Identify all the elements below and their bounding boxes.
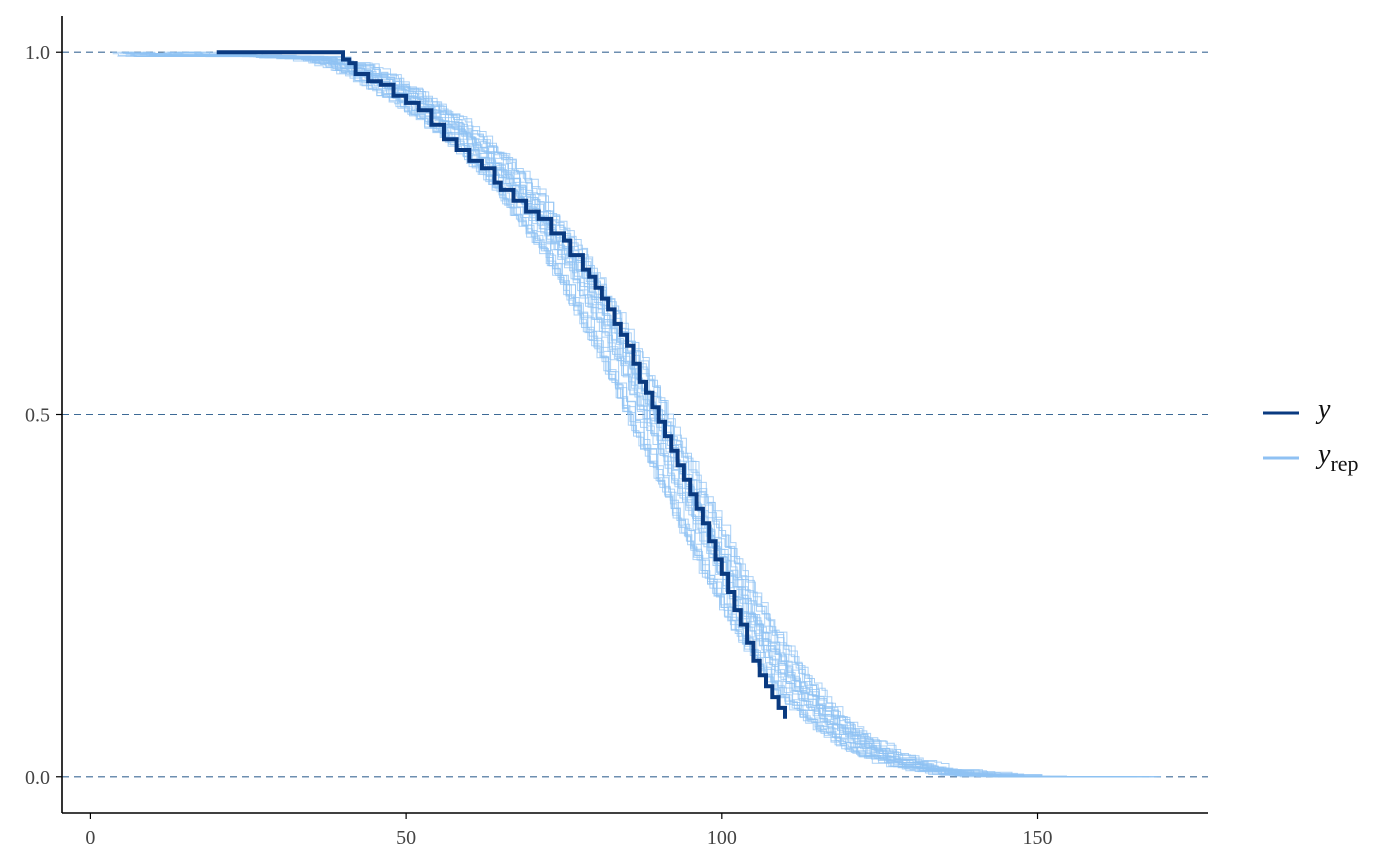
x-tick-label-3: 150: [1023, 827, 1053, 849]
yrep-curve-21: [145, 53, 1081, 778]
x-tick-label-0: 0: [85, 827, 95, 849]
yrep-curve-8: [119, 53, 1131, 778]
legend-label-y: y: [1315, 394, 1331, 425]
y-tick-label-1: 0.5: [25, 405, 50, 427]
yrep-curve-2: [117, 55, 1054, 778]
yrep-curve-20: [167, 54, 1119, 778]
yrep-curve-22: [183, 51, 1098, 778]
y-series-line: [216, 50, 787, 719]
yrep-curve-29: [125, 54, 1069, 778]
legend-subscript-yrep: rep: [1330, 451, 1358, 476]
x-tick-label-1: 50: [396, 827, 416, 849]
yrep-curve-26: [142, 51, 1156, 778]
yrep-curve-11: [168, 52, 1152, 778]
yrep-curve-12: [194, 53, 1162, 778]
yrep-curve-0: [207, 54, 1075, 778]
legend: y yrep: [1263, 394, 1359, 476]
y-tick-label-2: 1.0: [25, 42, 50, 64]
y-tick-label-0: 0.0: [25, 767, 50, 789]
yrep-curve-19: [181, 54, 1088, 778]
y-series-group: [216, 50, 787, 719]
axes: 0.0 0.5 1.0 0 50 100 150: [25, 16, 1208, 849]
x-tick-label-2: 100: [707, 827, 737, 849]
yrep-curve-23: [112, 53, 1037, 778]
yrep-curve-24: [185, 52, 1078, 778]
yrep-curve-28: [131, 53, 1038, 778]
yrep-curve-10: [138, 52, 1064, 778]
yrep-curve-1: [150, 54, 1045, 778]
legend-label-yrep: yrep: [1315, 439, 1359, 476]
